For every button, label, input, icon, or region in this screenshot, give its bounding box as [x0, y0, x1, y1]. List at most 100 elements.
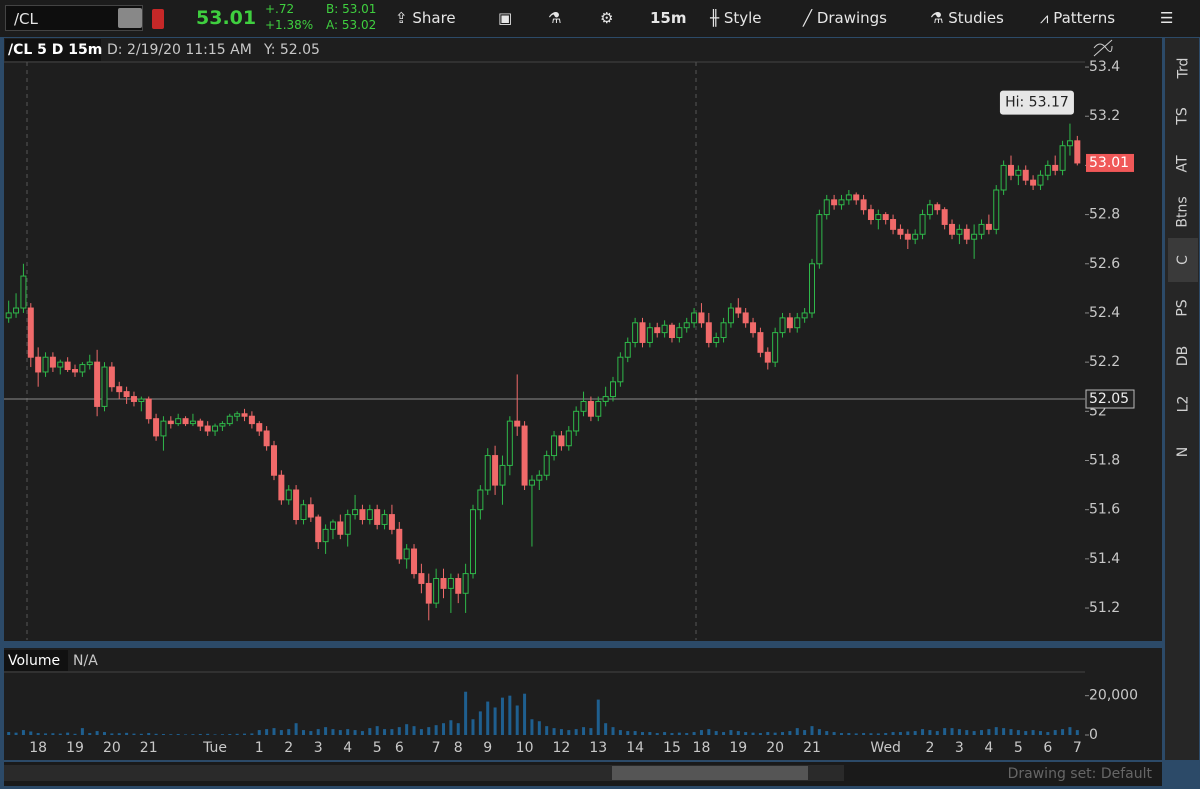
- volume-bar: [486, 701, 490, 735]
- sidebar-tab[interactable]: C: [1168, 238, 1198, 282]
- volume-bar: [611, 727, 615, 735]
- volume-bar: [677, 732, 681, 735]
- style-button[interactable]: ╫ Style: [710, 9, 762, 27]
- volume-title: Volume: [8, 653, 60, 669]
- drawing-set[interactable]: Drawing set: Default: [1008, 766, 1153, 782]
- share-button[interactable]: ⇪ Share: [395, 9, 456, 27]
- volume-bar: [309, 731, 313, 735]
- sidebar-tab[interactable]: Trd: [1168, 46, 1198, 90]
- candle-body: [565, 430, 572, 447]
- volume-bar: [685, 733, 689, 735]
- volume-bar: [766, 732, 770, 735]
- volume-bar: [965, 730, 969, 735]
- share: Share: [412, 9, 456, 27]
- hi-box: [999, 90, 1074, 115]
- icon-button[interactable]: ▣: [498, 9, 513, 27]
- volume-bar: [44, 733, 48, 735]
- interval[interactable]: 15m: [650, 9, 687, 27]
- candle-body: [956, 228, 963, 235]
- candle-body: [838, 199, 845, 206]
- volume-bar: [699, 730, 703, 735]
- candle-body: [904, 233, 911, 240]
- symbol-dropdown[interactable]: [118, 8, 142, 28]
- settings-button[interactable]: ⚙: [600, 9, 614, 27]
- x-tick-label: Wed: [870, 740, 901, 756]
- candle-body: [764, 351, 771, 363]
- candle-body: [801, 312, 808, 319]
- candle-body: [845, 194, 852, 201]
- candle-body: [130, 396, 137, 402]
- y-tick-label: 53.4: [1089, 59, 1120, 75]
- candle-body: [263, 430, 270, 447]
- candle-body: [875, 214, 882, 221]
- alert-icon[interactable]: [152, 9, 164, 29]
- candle-body: [528, 479, 535, 486]
- volume-bar: [405, 724, 409, 735]
- x-tick-label: 18: [693, 740, 711, 756]
- sidebar-tab[interactable]: N: [1168, 430, 1198, 474]
- icon-button[interactable]: ⚗: [548, 9, 562, 27]
- candle-body: [440, 578, 447, 589]
- volume-bar: [537, 721, 541, 735]
- candle-body: [374, 509, 381, 525]
- x-tick-label: 10: [516, 740, 534, 756]
- volume-bar: [250, 733, 254, 735]
- candle-body: [5, 312, 12, 319]
- y-tick-label: 52.4: [1089, 305, 1120, 321]
- candle-body: [610, 381, 617, 398]
- x-tick-label: 9: [483, 740, 492, 756]
- candle-body: [226, 415, 233, 425]
- hi-label: Hi: 53.17: [1005, 95, 1069, 111]
- symbol-chip: [5, 39, 101, 61]
- volume-bar: [788, 731, 792, 735]
- candle-body: [536, 474, 543, 481]
- sidebar-tab[interactable]: PS: [1168, 286, 1198, 330]
- patterns-button[interactable]: ⩘ Patterns: [1040, 9, 1116, 27]
- sidebar-tab[interactable]: TS: [1168, 94, 1198, 138]
- menu-button[interactable]: ☰: [1160, 9, 1174, 27]
- volume-bar: [618, 730, 622, 735]
- volume-bar: [154, 733, 158, 735]
- volume-bar: [1016, 730, 1020, 735]
- candle-body: [42, 356, 49, 373]
- sidebar-tab[interactable]: DB: [1168, 334, 1198, 378]
- volume-bar: [626, 731, 630, 735]
- bid: B: 53.01: [326, 2, 377, 16]
- volume-bar: [464, 691, 468, 735]
- volume-bar: [442, 723, 446, 735]
- date-label: D: 2/19/20 11:15 AM: [107, 42, 252, 58]
- x-tick-label: 19: [729, 740, 747, 756]
- sidebar-label: N: [1174, 446, 1191, 458]
- volume-bar: [692, 732, 696, 735]
- drawings-button[interactable]: ╱ Drawings: [803, 9, 888, 27]
- last-label: 53.01: [1089, 155, 1129, 171]
- crosshair-box: [1085, 389, 1135, 409]
- price-axis: [1085, 38, 1162, 641]
- scroll-thumb[interactable]: [612, 766, 808, 780]
- candle-body: [890, 219, 897, 230]
- volume-bar: [854, 733, 858, 735]
- candle-body: [315, 516, 322, 543]
- sidebar-tab[interactable]: L2: [1168, 382, 1198, 426]
- volume-bar: [169, 734, 173, 735]
- candle-body: [580, 400, 587, 412]
- x-tick-label: 4: [343, 740, 352, 756]
- candle-body: [1015, 169, 1022, 176]
- sidebar-tab[interactable]: AT: [1168, 142, 1198, 186]
- candle-body: [595, 400, 602, 417]
- volume-bar: [736, 731, 740, 735]
- candle-body: [160, 420, 167, 437]
- volume-bar: [279, 730, 283, 735]
- candle-body: [624, 341, 631, 358]
- candle-body: [506, 420, 513, 466]
- candle-body: [1074, 140, 1081, 164]
- sidebar-tab[interactable]: Btns: [1168, 190, 1198, 234]
- x-tick-label: 3: [314, 740, 323, 756]
- y-tick-label: 52.2: [1089, 354, 1120, 370]
- studies-button[interactable]: ⚗ Studies: [930, 9, 1004, 27]
- candle-body: [941, 209, 948, 225]
- candle-body: [293, 489, 300, 521]
- axis-icon[interactable]: [1093, 39, 1113, 57]
- volume-bar: [950, 728, 954, 735]
